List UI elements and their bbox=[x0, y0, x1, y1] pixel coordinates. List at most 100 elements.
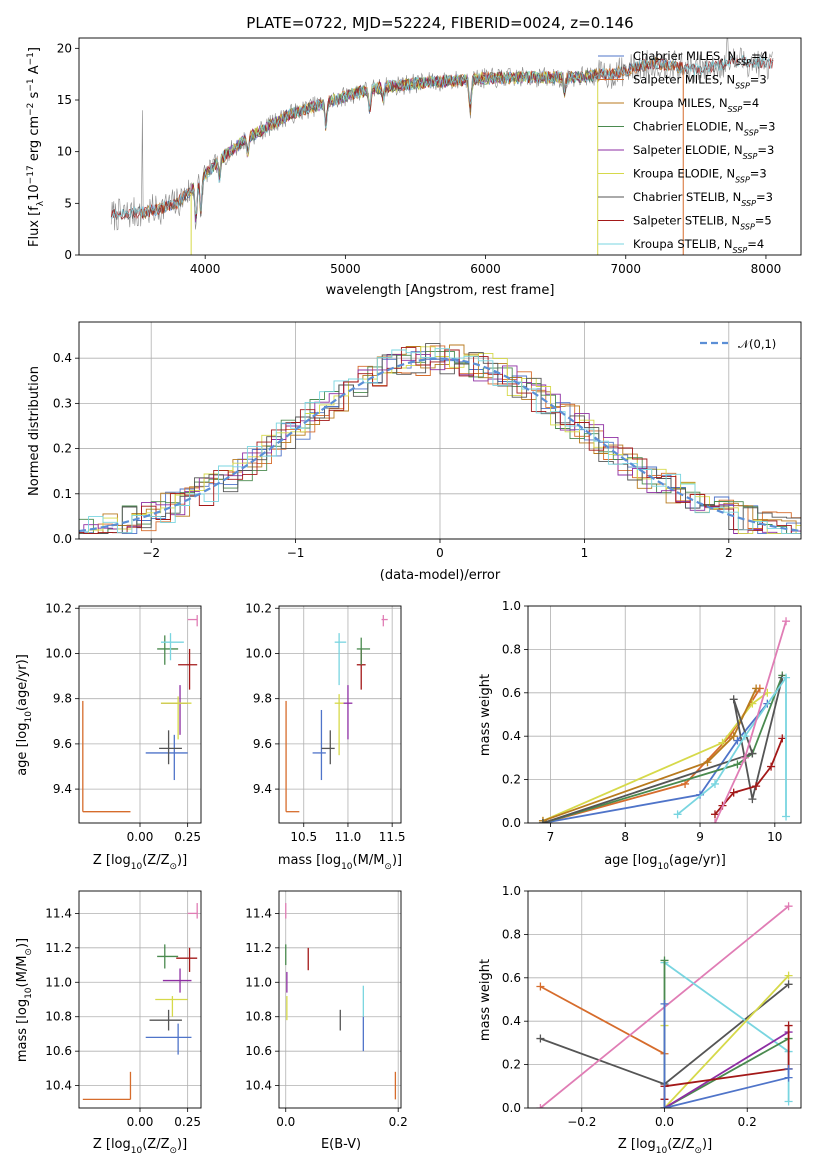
y-tick-label: 11.2 bbox=[245, 941, 272, 955]
line-plot-area bbox=[536, 902, 793, 1108]
legend-label: Salpeter STELIB, NSSP=5 bbox=[633, 214, 772, 232]
errorbar-point bbox=[82, 700, 131, 813]
plus-marker bbox=[710, 810, 719, 819]
errorbar-point bbox=[334, 694, 344, 756]
axes-frame bbox=[78, 37, 802, 256]
legend-label: Kroupa MILES, NSSP=4 bbox=[633, 96, 759, 114]
x-tick-label: −0.2 bbox=[567, 1115, 596, 1129]
errorbar-point bbox=[82, 1071, 132, 1101]
mass-vs-metallicity-ylabel: mass [log10(M/M⊙)] bbox=[15, 938, 34, 1062]
y-tick-label: 10.8 bbox=[45, 1010, 72, 1024]
mass-weight-series bbox=[538, 684, 764, 823]
axes-frame bbox=[78, 890, 202, 1109]
y-tick-label: 15 bbox=[57, 93, 72, 107]
age-vs-metallicity-ylabel: age [log10(age/yr)] bbox=[15, 654, 34, 776]
x-tick-label: 0.0 bbox=[655, 1115, 674, 1129]
y-tick-label: 9.4 bbox=[53, 782, 72, 796]
plus-marker bbox=[538, 819, 547, 823]
errorbar-plot-area bbox=[285, 903, 397, 1100]
mass-weight-series bbox=[538, 671, 787, 823]
y-tick-label: 9.4 bbox=[253, 782, 272, 796]
axes-frame bbox=[278, 890, 402, 1109]
errorbar-point bbox=[312, 709, 326, 781]
spectrum-ylabel: Flux [fλ10−17 erg cm−2 s−1 A−1] bbox=[26, 47, 46, 247]
x-tick-label: 8 bbox=[621, 830, 629, 844]
histogram-step-line bbox=[79, 343, 801, 535]
errorbar-plot-area bbox=[285, 615, 388, 813]
y-tick-label: 10.6 bbox=[45, 1044, 72, 1058]
age-vs-metallicity-xlabel: Z [log10(Z/Z⊙)] bbox=[93, 853, 187, 872]
mass-weight-series bbox=[673, 673, 791, 821]
mass-weight-series bbox=[660, 999, 793, 1108]
x-tick-label: 7 bbox=[547, 830, 555, 844]
plus-marker bbox=[660, 956, 669, 965]
plus-marker bbox=[784, 1073, 793, 1082]
y-tick-label: 0.8 bbox=[502, 642, 521, 656]
y-tick-label: 0.0 bbox=[502, 1101, 521, 1115]
y-tick-label: 11.0 bbox=[45, 975, 72, 989]
plus-marker bbox=[536, 1034, 545, 1043]
errorbar-point bbox=[155, 996, 188, 1017]
mass-weight-series bbox=[710, 617, 791, 823]
series-line bbox=[542, 692, 768, 822]
legend-label: Salpeter ELODIE, NSSP=3 bbox=[633, 143, 774, 161]
x-tick-label: −2 bbox=[142, 546, 160, 560]
plus-marker bbox=[740, 732, 749, 741]
plus-marker bbox=[729, 732, 738, 741]
x-tick-label: 0.00 bbox=[127, 1115, 154, 1129]
axes-frame bbox=[527, 605, 802, 824]
histogram-step-line bbox=[79, 348, 801, 535]
y-tick-label: 0.6 bbox=[502, 971, 521, 985]
x-tick-label: 6000 bbox=[470, 262, 501, 276]
x-tick-label: 11.5 bbox=[379, 830, 406, 844]
plus-marker bbox=[733, 760, 742, 769]
plus-marker bbox=[748, 749, 757, 758]
legend-label: Kroupa ELODIE, NSSP=3 bbox=[633, 167, 767, 185]
errorbar-point bbox=[162, 968, 192, 993]
errorbar-point bbox=[187, 615, 198, 627]
histogram-plot-area bbox=[79, 343, 801, 535]
y-tick-label: 0.2 bbox=[502, 1058, 521, 1072]
x-tick-label: 4000 bbox=[190, 262, 221, 276]
series-line bbox=[542, 703, 768, 823]
x-tick-label: 7000 bbox=[610, 262, 641, 276]
mass-vs-extinction-panel: 0.0 0.2 10.4 10.6 10.8 11.0 11.2 11.4 bbox=[245, 890, 408, 1129]
y-tick-label: 0.0 bbox=[53, 532, 72, 546]
plus-marker bbox=[782, 812, 791, 821]
histogram-step-line bbox=[79, 347, 801, 535]
plus-marker bbox=[673, 810, 682, 819]
plus-marker bbox=[784, 980, 793, 989]
errorbar-point bbox=[159, 730, 182, 765]
errorbar-point bbox=[334, 633, 347, 686]
y-tick-label: 11.0 bbox=[245, 975, 272, 989]
plus-marker bbox=[748, 795, 757, 804]
series-line bbox=[663, 974, 790, 1108]
plus-marker bbox=[710, 819, 719, 823]
y-tick-label: 20 bbox=[57, 41, 72, 55]
series-line bbox=[542, 688, 757, 822]
y-tick-label: 9.8 bbox=[253, 692, 272, 706]
x-tick-label: 0.2 bbox=[389, 1115, 408, 1129]
plus-marker bbox=[784, 971, 793, 980]
errorbar-point bbox=[187, 903, 198, 919]
model-spectrum-line bbox=[110, 56, 774, 220]
y-tick-label: 11.4 bbox=[45, 906, 72, 920]
y-tick-label: 9.6 bbox=[253, 737, 272, 751]
y-tick-label: 11.2 bbox=[45, 941, 72, 955]
spectrum-xlabel: wavelength [Angstrom, rest frame] bbox=[326, 283, 555, 298]
legend-label: Salpeter MILES, NSSP=3 bbox=[633, 73, 767, 91]
plus-marker bbox=[752, 684, 761, 693]
y-tick-label: 0.2 bbox=[502, 773, 521, 787]
plus-marker bbox=[767, 762, 776, 771]
mass-weight-series bbox=[538, 684, 761, 823]
errorbar-point bbox=[145, 1023, 192, 1055]
histogram-ylabel: Normed distribution bbox=[27, 366, 42, 496]
x-tick-label: 0.2 bbox=[738, 1115, 757, 1129]
y-tick-label: 5 bbox=[64, 196, 72, 210]
x-tick-label: 10.5 bbox=[290, 830, 317, 844]
residual-histogram-panel: −2 −1 0 1 2 0.0 0.1 0.2 0.3 0.4 𝒩(0,1) bbox=[53, 321, 802, 560]
plus-marker bbox=[703, 758, 712, 767]
y-tick-label: 11.4 bbox=[245, 906, 272, 920]
plus-marker bbox=[752, 782, 761, 791]
